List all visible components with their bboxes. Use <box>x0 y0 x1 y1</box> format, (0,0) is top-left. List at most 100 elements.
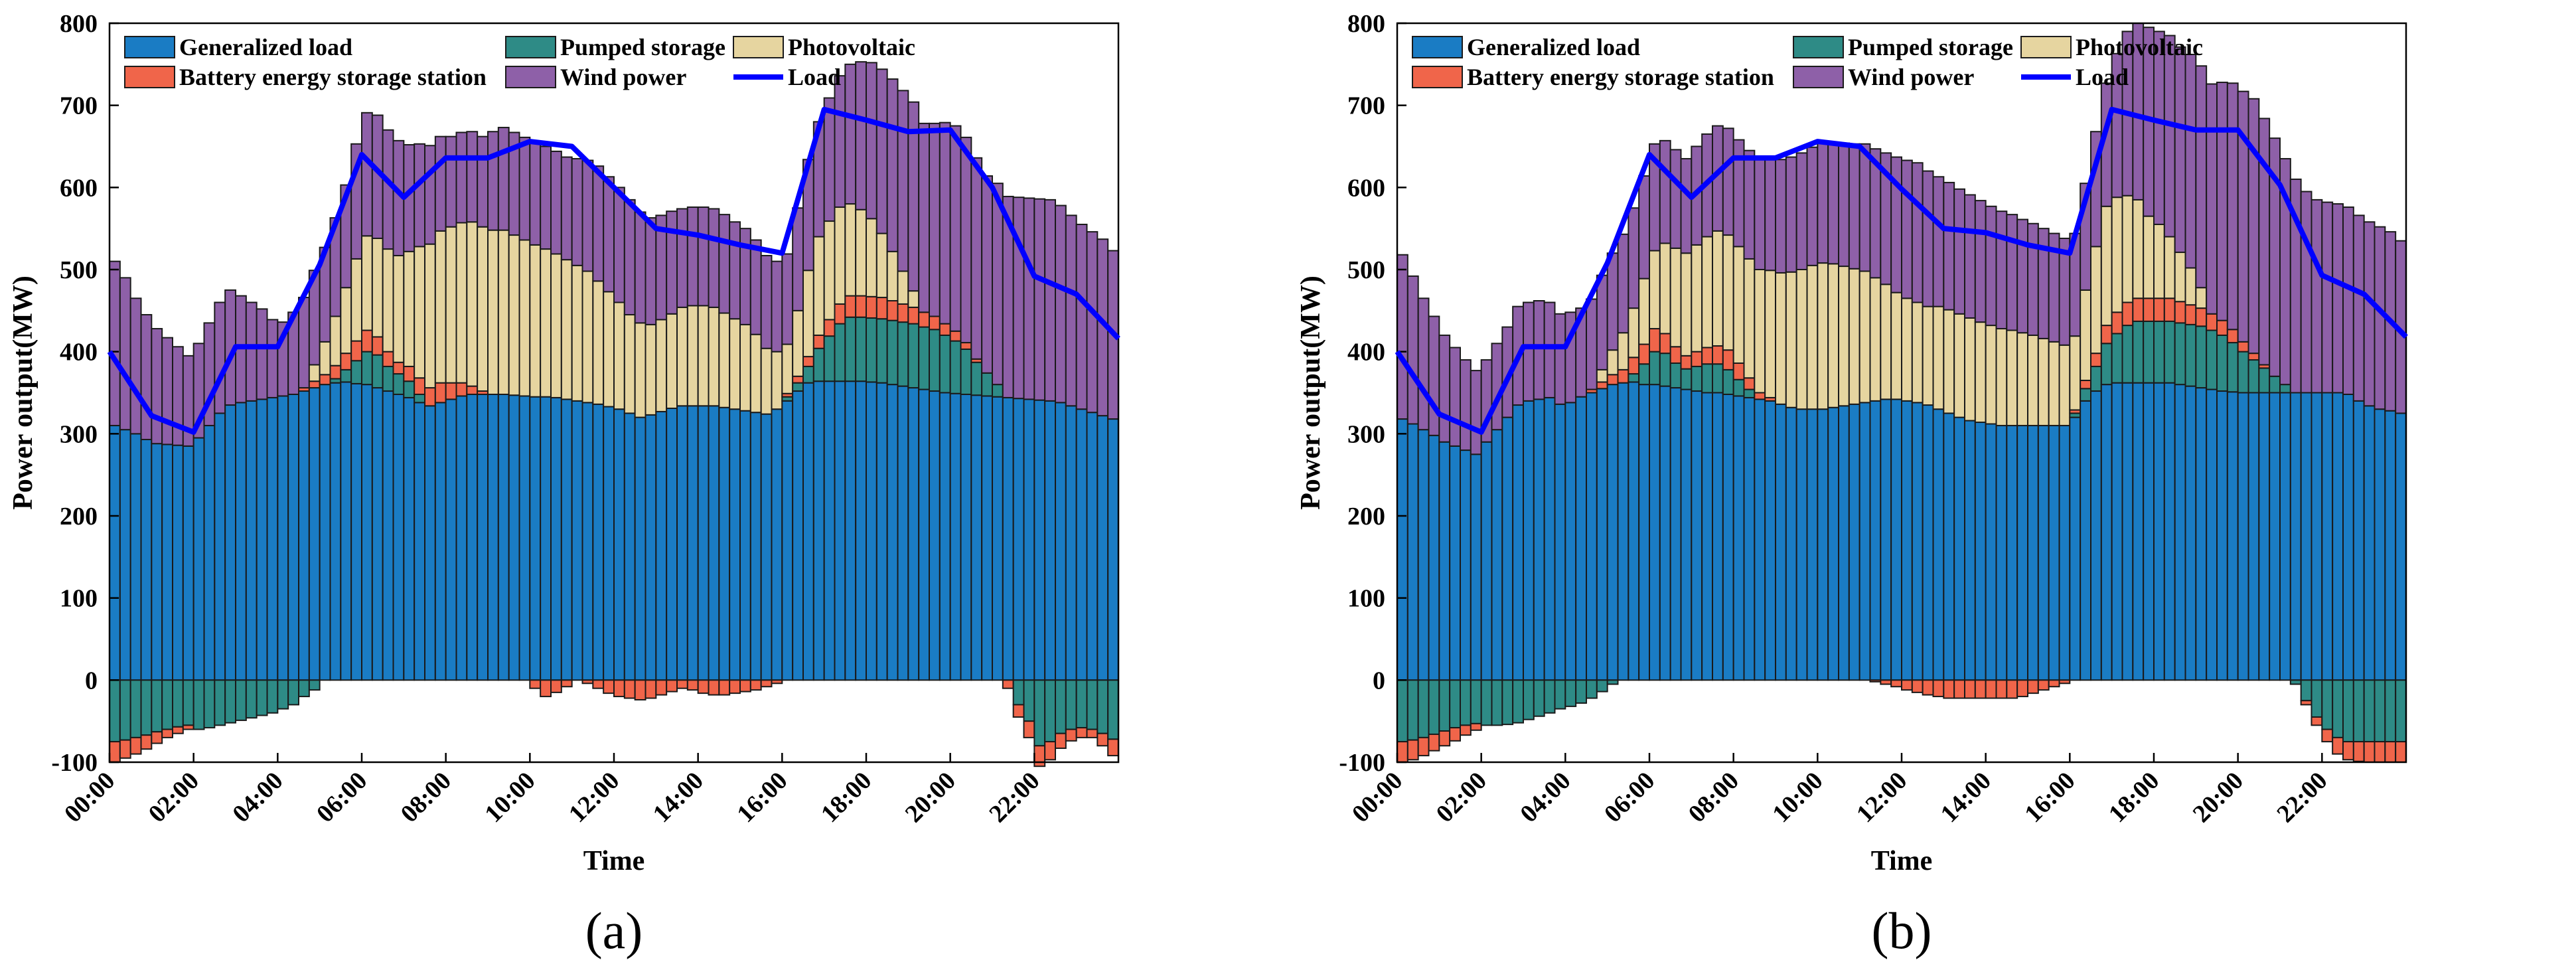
legend-label: Generalized load <box>179 34 352 60</box>
legend-label: Wind power <box>1848 64 1974 90</box>
bar-photovoltaic <box>634 322 646 418</box>
bar-pumped-storage <box>1107 679 1119 740</box>
bar-wind-power <box>1848 143 1860 270</box>
bar-wind-power <box>445 135 457 228</box>
bar-photovoltaic <box>1743 258 1756 379</box>
bar-wind-power <box>1775 159 1787 274</box>
bar-pumped-storage <box>2247 359 2260 394</box>
bar-generalized-load <box>1460 449 1472 681</box>
bar-battery-energy-storage-station <box>1012 704 1025 718</box>
bar-wind-power <box>455 131 468 224</box>
bar-generalized-load <box>1806 408 1819 681</box>
bar-battery-energy-storage-station <box>1880 679 1892 685</box>
bar-generalized-load <box>403 396 416 681</box>
bar-pumped-storage <box>1438 679 1451 732</box>
bar-battery-energy-storage-station <box>172 726 184 734</box>
bar-pumped-storage <box>2374 679 2386 743</box>
bar-battery-energy-storage-station <box>1086 728 1099 738</box>
bar-wind-power <box>529 141 542 246</box>
bar-photovoltaic <box>1806 264 1819 410</box>
bar-generalized-load <box>812 380 825 681</box>
bar-battery-energy-storage-station <box>2111 311 2123 335</box>
bar-pumped-storage <box>2143 320 2155 384</box>
bar-pumped-storage <box>1659 353 1671 387</box>
bar-pumped-storage <box>823 335 836 382</box>
bar-battery-energy-storage-station <box>2300 700 2312 706</box>
bar-wind-power <box>1953 188 1966 315</box>
bar-wind-power <box>161 337 174 446</box>
bar-battery-energy-storage-station <box>1107 738 1119 757</box>
bar-wind-power <box>109 260 121 426</box>
bar-wind-power <box>781 253 794 345</box>
bar-battery-energy-storage-station <box>1417 736 1430 757</box>
bar-generalized-load <box>477 393 489 681</box>
bar-battery-energy-storage-station <box>2363 741 2376 764</box>
load-line <box>1395 106 2408 435</box>
bar-pumped-storage <box>1055 679 1067 734</box>
bar-photovoltaic <box>771 351 783 410</box>
bar-photovoltaic <box>350 258 363 342</box>
legend-label: Generalized load <box>1467 34 1640 60</box>
bar-generalized-load <box>1044 400 1056 681</box>
bar-wind-power <box>1075 223 1088 410</box>
bar-wind-power <box>1785 156 1797 273</box>
bar-photovoltaic <box>686 305 699 407</box>
bar-generalized-load <box>1911 402 1924 681</box>
y-tick-label: 700 <box>1347 92 1385 120</box>
bar-photovoltaic <box>760 347 773 415</box>
bar-generalized-load <box>603 406 615 681</box>
bar-generalized-load <box>2332 392 2344 681</box>
bar-wind-power <box>792 207 804 311</box>
y-tick-label: 200 <box>60 503 98 530</box>
bar-wind-power <box>1617 233 1629 334</box>
bar-battery-energy-storage-station <box>151 731 163 744</box>
bar-wind-power <box>1943 181 1955 311</box>
bar-photovoltaic <box>414 246 426 379</box>
bar-wind-power <box>1491 343 1503 431</box>
bar-battery-energy-storage-station <box>466 385 479 395</box>
bar-photovoltaic <box>729 318 741 410</box>
bar-pumped-storage <box>1075 679 1088 729</box>
bar-battery-energy-storage-station <box>540 679 552 698</box>
bar-pumped-storage <box>2121 325 2134 384</box>
bar-wind-power <box>1806 146 1819 266</box>
bar-wind-power <box>1995 210 2008 330</box>
bar-wind-power <box>771 260 783 353</box>
bar-battery-energy-storage-station <box>2143 297 2155 322</box>
bar-battery-energy-storage-station <box>2016 679 2028 698</box>
bar-generalized-load <box>224 404 236 681</box>
bar-pumped-storage <box>172 679 184 728</box>
bar-battery-energy-storage-station <box>1638 343 1651 365</box>
bar-battery-energy-storage-station <box>623 679 636 699</box>
bar-generalized-load <box>718 406 731 681</box>
bar-generalized-load <box>1901 400 1913 681</box>
bar-generalized-load <box>2006 424 2018 681</box>
bar-pumped-storage <box>2111 333 2123 384</box>
bar-wind-power <box>1086 231 1099 414</box>
bar-photovoltaic <box>2121 195 2134 303</box>
bar-wind-power <box>518 136 531 241</box>
bar-battery-energy-storage-station <box>350 340 363 362</box>
bar-generalized-load <box>1596 388 1608 681</box>
chart-panel-a: -100 0 100 200 300 400 500 600 700 800 00:00 02:00 0… <box>0 0 1288 969</box>
bar-pumped-storage <box>371 354 384 389</box>
y-tick-label: 500 <box>60 256 98 284</box>
bar-wind-power <box>477 135 489 228</box>
bar-generalized-load <box>571 400 583 681</box>
bar-wind-power <box>1012 197 1025 400</box>
bar-photovoltaic <box>581 270 594 404</box>
bar-generalized-load <box>613 408 625 681</box>
legend-label: Battery energy storage station <box>179 64 487 90</box>
bar-generalized-load <box>1428 434 1440 681</box>
y-tick-label: 600 <box>1347 174 1385 202</box>
bar-battery-energy-storage-station <box>1922 679 1934 696</box>
bar-battery-energy-storage-station <box>2132 297 2145 322</box>
bar-battery-energy-storage-station <box>1438 730 1451 747</box>
bar-generalized-load <box>1397 418 1408 681</box>
bar-battery-energy-storage-station <box>1732 362 1745 380</box>
bar-wind-power <box>1764 158 1777 272</box>
bar-photovoltaic <box>329 315 342 366</box>
bar-generalized-load <box>1680 388 1693 681</box>
x-tick-label: 12:00 <box>564 767 625 828</box>
y-tick-label: 300 <box>60 420 98 448</box>
